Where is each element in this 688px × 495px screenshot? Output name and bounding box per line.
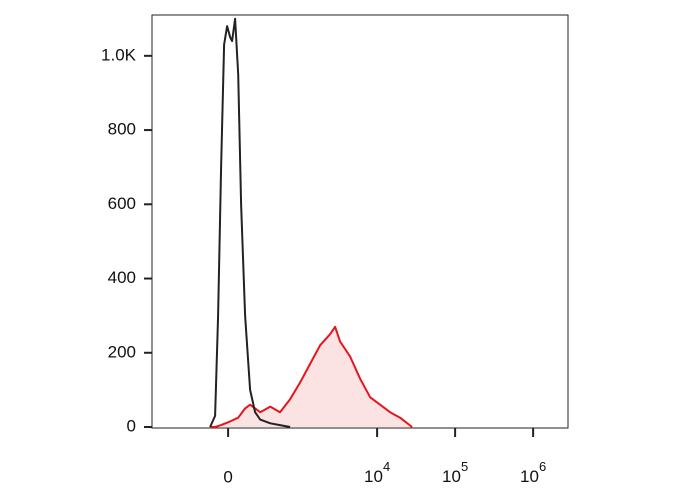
x-tick-exponent: 6	[539, 459, 546, 474]
x-tick-exponent: 5	[461, 459, 468, 474]
histogram-line	[209, 17, 291, 428]
y-tick-label: 800	[108, 120, 136, 139]
x-tick-label: 106	[520, 459, 546, 486]
x-tick-base: 10	[442, 467, 461, 486]
x-tick-label: 105	[442, 459, 468, 486]
histogram-area	[210, 326, 413, 427]
plot-frame	[151, 14, 569, 429]
y-tick-label: 0	[127, 416, 136, 435]
x-tick-exponent: 4	[383, 459, 390, 474]
x-tick-base: 10	[364, 467, 383, 486]
x-tick-base: 10	[520, 467, 539, 486]
y-tick-label: 1.0K	[101, 45, 137, 64]
y-tick-label: 600	[108, 194, 136, 213]
x-tick-label: 104	[364, 459, 390, 486]
y-tick-label: 200	[108, 342, 136, 361]
x-tick-label: 0	[223, 467, 232, 486]
y-tick-label: 400	[108, 268, 136, 287]
histogram-line	[210, 325, 413, 428]
